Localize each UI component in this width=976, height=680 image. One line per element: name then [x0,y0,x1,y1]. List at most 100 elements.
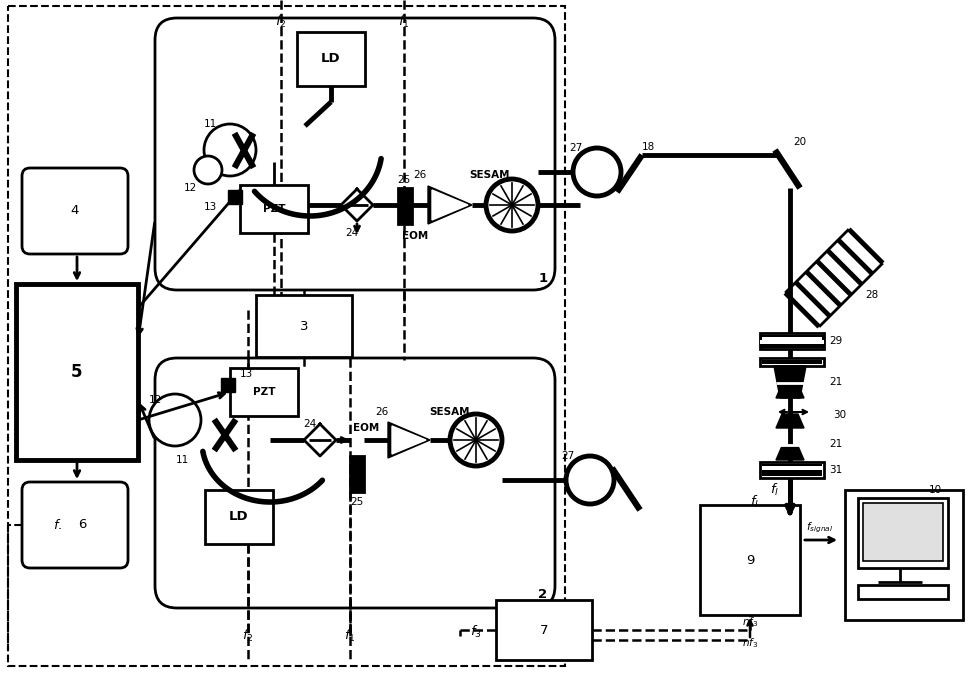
Text: 26: 26 [376,407,388,417]
Polygon shape [774,366,806,398]
Text: $f_l$: $f_l$ [751,494,759,510]
FancyBboxPatch shape [155,18,555,290]
Text: 27: 27 [561,451,575,461]
Text: $f_1$: $f_1$ [345,628,356,644]
FancyBboxPatch shape [22,168,128,254]
FancyBboxPatch shape [22,482,128,568]
Text: $nf_3$: $nf_3$ [742,636,758,650]
Bar [760,333,824,349]
Text: 9: 9 [746,554,754,566]
Text: 31: 31 [830,465,842,475]
Text: SESAM: SESAM [429,407,470,417]
Text: EOM: EOM [402,231,428,241]
Bar [762,464,822,476]
Text: 6: 6 [78,518,86,532]
Bar [762,335,822,347]
Bar [760,462,824,478]
Text: 11: 11 [176,455,188,465]
Text: 24: 24 [346,228,358,238]
Text: 18: 18 [641,142,655,152]
Text: 10: 10 [928,485,942,495]
Text: $f_1$: $f_1$ [398,14,410,30]
Text: 26: 26 [414,170,427,180]
Bar [762,337,822,341]
Polygon shape [388,422,430,458]
Bar [858,585,948,599]
Circle shape [450,414,502,466]
Text: 24: 24 [304,419,316,429]
Text: 12: 12 [183,183,196,193]
Bar [350,456,364,492]
Bar [762,466,822,470]
Text: $f_3$: $f_3$ [470,624,482,640]
Circle shape [194,156,222,184]
Text: 5: 5 [71,363,83,381]
Text: SESAM: SESAM [469,170,510,180]
Bar [858,498,948,568]
Polygon shape [341,189,373,221]
Text: 12: 12 [148,395,162,405]
Bar [230,368,298,416]
Bar [221,378,235,392]
Bar [760,340,824,344]
Text: 7: 7 [540,624,549,636]
Text: 2: 2 [539,588,548,602]
Polygon shape [776,384,804,398]
Bar [760,358,824,366]
Text: 25: 25 [397,175,411,185]
Bar [8,6,565,666]
Polygon shape [778,376,802,392]
Text: $nf_3$: $nf_3$ [742,615,758,629]
Text: 20: 20 [793,137,806,147]
Bar [700,505,800,615]
Text: $f_2$: $f_2$ [275,14,287,30]
Circle shape [204,124,256,176]
Text: $f_{signal}$: $f_{signal}$ [806,521,834,535]
Circle shape [486,179,538,231]
Text: 30: 30 [834,410,846,420]
Text: 3: 3 [300,320,308,333]
Circle shape [573,148,621,196]
Text: 13: 13 [239,369,253,379]
Text: 21: 21 [830,377,842,387]
Text: PZT: PZT [253,387,275,397]
Text: 1: 1 [539,271,548,284]
Text: LD: LD [321,52,341,65]
Polygon shape [776,366,804,382]
Text: $f_2$: $f_2$ [242,628,254,644]
Text: 11: 11 [203,119,217,129]
Circle shape [149,394,201,446]
FancyBboxPatch shape [155,358,555,608]
Polygon shape [304,424,336,456]
Bar [205,490,273,544]
Text: 27: 27 [569,143,583,153]
Bar [845,490,963,620]
Polygon shape [432,190,468,220]
Bar [16,284,138,460]
Text: 28: 28 [866,290,878,300]
Text: 4: 4 [71,205,79,218]
Bar [762,360,822,364]
Polygon shape [428,186,472,224]
Text: 29: 29 [830,336,842,346]
Text: EOM: EOM [353,423,379,433]
Polygon shape [392,426,426,454]
Bar [863,503,943,561]
Polygon shape [776,414,804,428]
Bar [760,335,824,347]
Text: 25: 25 [350,497,364,507]
Bar [228,190,242,204]
Bar [496,600,592,660]
Circle shape [566,456,614,504]
Text: 21: 21 [830,439,842,449]
Text: 13: 13 [203,202,217,212]
Text: $f_l$: $f_l$ [770,482,780,498]
Text: $f.$: $f.$ [54,518,62,532]
Text: LD: LD [229,511,249,524]
Bar [398,188,412,224]
Bar [297,32,365,86]
Polygon shape [776,446,804,460]
Bar [256,295,352,357]
Bar [240,185,308,233]
Text: PZT: PZT [263,204,285,214]
